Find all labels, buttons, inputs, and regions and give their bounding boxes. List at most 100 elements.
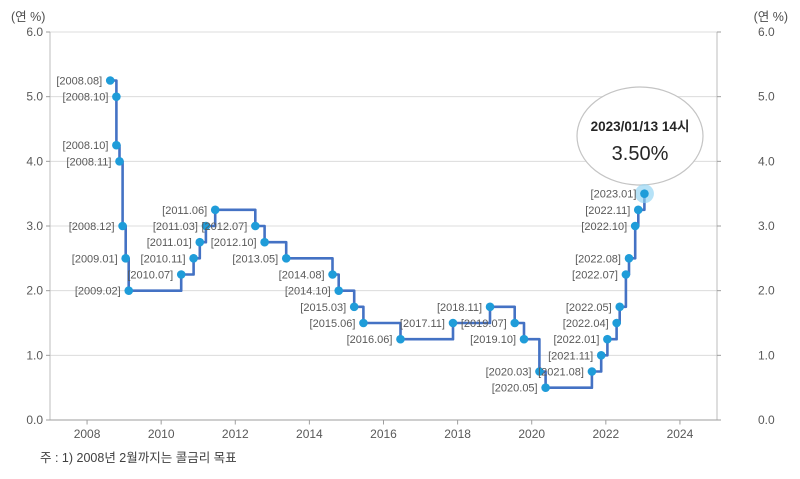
data-point-label: [2009.01]: [72, 253, 118, 265]
x-tick-label: 2012: [222, 427, 249, 441]
data-point-marker: [328, 270, 337, 279]
data-point-label: [2022.07]: [572, 270, 618, 282]
data-point-marker: [260, 237, 269, 247]
data-point-marker: [587, 367, 597, 376]
data-point-label: [2016.06]: [347, 334, 393, 346]
x-tick-label: 2020: [518, 427, 545, 441]
data-point-marker: [210, 205, 220, 215]
data-point-marker: [281, 254, 291, 263]
data-point-marker: [624, 254, 634, 263]
data-point-marker: [633, 205, 643, 215]
data-point-marker: [251, 221, 260, 231]
y-tick-label-right: 4.0: [758, 154, 775, 168]
data-point-label: [2023.01]: [591, 189, 637, 201]
y-axis-unit-left: (연 %): [11, 10, 46, 24]
data-point-marker: [630, 221, 640, 231]
data-point-label: [2012.07]: [201, 221, 247, 233]
x-tick-label: 2018: [444, 427, 471, 441]
data-point-label: [2020.03]: [486, 367, 532, 379]
y-tick-label-left: 3.0: [26, 219, 43, 233]
data-point-label: [2008.10]: [63, 140, 109, 152]
data-point-marker: [115, 157, 124, 166]
data-point-label: [2022.05]: [566, 302, 612, 314]
data-point-label: [2013.05]: [232, 253, 278, 265]
data-point-label: [2009.02]: [75, 286, 121, 298]
data-point-label: [2010.07]: [127, 270, 173, 282]
data-point-marker: [519, 334, 529, 344]
data-point-label: [2014.08]: [279, 270, 325, 282]
footnote: 주 : 1) 2008년 2월까지는 콜금리 목표: [40, 451, 237, 465]
data-point-marker: [118, 221, 127, 231]
data-point-marker: [112, 140, 121, 150]
data-point-marker: [396, 334, 405, 344]
data-point-label: [2022.01]: [554, 334, 600, 346]
x-tick-label: 2014: [296, 427, 323, 441]
data-point-label: [2015.03]: [300, 302, 346, 314]
data-point-marker: [621, 270, 631, 279]
data-point-marker: [485, 302, 495, 312]
data-point-marker: [510, 318, 520, 328]
data-point-label: [2019.07]: [461, 318, 507, 330]
annotation-datetime: 2023/01/13 14시: [591, 119, 690, 134]
data-point-marker: [176, 270, 186, 279]
data-point-marker: [201, 221, 211, 231]
data-point-label: [2022.08]: [575, 253, 621, 265]
data-point-label: [2018.11]: [437, 302, 482, 314]
y-tick-label-left: 2.0: [26, 284, 43, 298]
annotation-bubble: [576, 86, 704, 186]
data-point-label: [2011.06]: [162, 205, 207, 217]
data-point-label: [2008.12]: [69, 221, 115, 233]
data-point-label: [2019.10]: [470, 334, 516, 346]
data-point-marker: [349, 302, 359, 312]
data-point-label: [2011.01]: [147, 237, 192, 249]
data-point-label: [2021.11]: [548, 350, 593, 362]
data-point-label: [2017.11]: [400, 318, 445, 330]
data-point-marker: [334, 286, 344, 295]
data-point-marker: [359, 318, 368, 328]
data-point-marker: [603, 334, 612, 344]
data-point-label: [2022.11]: [585, 205, 630, 217]
data-point-label: [2022.04]: [563, 318, 609, 330]
data-point-marker: [448, 318, 458, 328]
x-tick-label: 2008: [74, 427, 101, 441]
y-tick-label-left: 5.0: [26, 90, 43, 104]
y-tick-label-left: 6.0: [26, 25, 43, 39]
data-point-label: [2010.11]: [141, 253, 186, 265]
data-point-marker: [596, 351, 606, 360]
data-point-label: [2008.10]: [63, 92, 109, 104]
x-tick-label: 2010: [148, 427, 175, 441]
data-point-label: [2021.08]: [538, 367, 584, 379]
data-point-marker: [112, 92, 121, 101]
data-point-label: [2011.03]: [153, 221, 198, 233]
y-tick-label-right: 6.0: [758, 25, 775, 39]
data-point-marker: [195, 237, 205, 247]
y-tick-label-right: 3.0: [758, 219, 775, 233]
y-tick-label-left: 0.0: [26, 413, 43, 427]
x-tick-label: 2016: [370, 427, 397, 441]
y-tick-label-right: 2.0: [758, 284, 775, 298]
data-point-marker: [535, 367, 544, 376]
data-point-label: [2014.10]: [285, 286, 331, 298]
y-tick-label-right: 1.0: [758, 348, 775, 362]
data-point-label: [2015.06]: [310, 318, 356, 330]
y-tick-label-left: 1.0: [26, 348, 43, 362]
y-tick-label-right: 5.0: [758, 90, 775, 104]
data-point-label: [2020.05]: [492, 383, 538, 395]
x-tick-label: 2024: [667, 427, 694, 441]
data-point-marker: [189, 254, 198, 263]
y-tick-label-right: 0.0: [758, 413, 775, 427]
annotation-rate: 3.50%: [612, 143, 669, 165]
data-point-marker-last: [640, 189, 649, 198]
data-point-label: [2008.08]: [56, 76, 102, 88]
data-point-marker: [615, 302, 625, 312]
data-point-marker: [121, 254, 130, 263]
data-point-marker: [105, 76, 115, 85]
data-point-label: [2022.10]: [581, 221, 627, 233]
data-point-label: [2012.10]: [211, 237, 257, 249]
data-point-marker: [124, 286, 134, 295]
data-point-marker: [612, 318, 621, 328]
y-axis-unit-right: (연 %): [753, 10, 788, 24]
data-point-marker: [541, 383, 550, 392]
